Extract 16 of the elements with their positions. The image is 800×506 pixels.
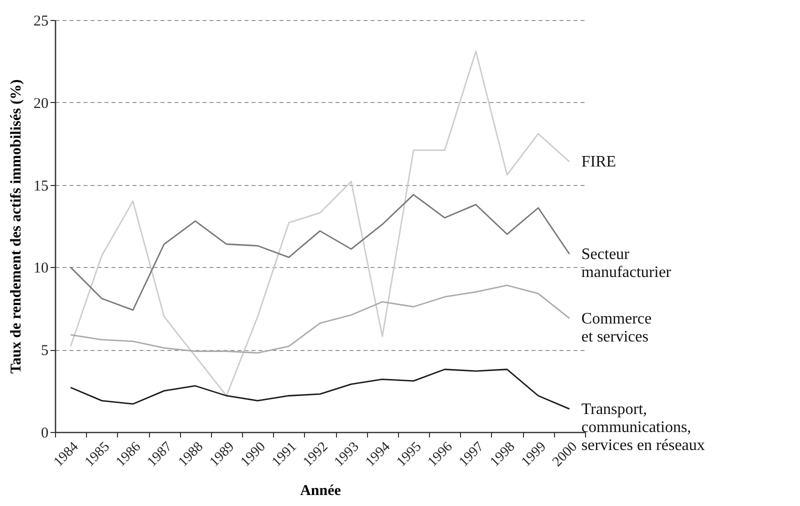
y-tick-label: 5: [41, 343, 48, 360]
line-series: [70, 368, 570, 410]
y-tick-label: 0: [41, 426, 48, 442]
x-axis-title: Année: [300, 483, 342, 500]
series-label: FIRE: [581, 154, 616, 171]
line-series: [70, 50, 570, 396]
series-label: Transport, communications, services en réseaux: [581, 400, 705, 454]
series-label: Commerce et services: [581, 310, 652, 346]
y-tick-label: 15: [34, 178, 48, 194]
line-series: [70, 194, 570, 311]
y-tick-label: 10: [34, 260, 48, 277]
y-axis-title: Taux de rendement des actifs immobilisés (%): [8, 79, 24, 374]
y-tick-label: 25: [34, 14, 48, 30]
line-series: [70, 284, 570, 354]
y-tick-label: 20: [34, 96, 48, 112]
series-label: Secteur manufacturier: [581, 246, 672, 282]
